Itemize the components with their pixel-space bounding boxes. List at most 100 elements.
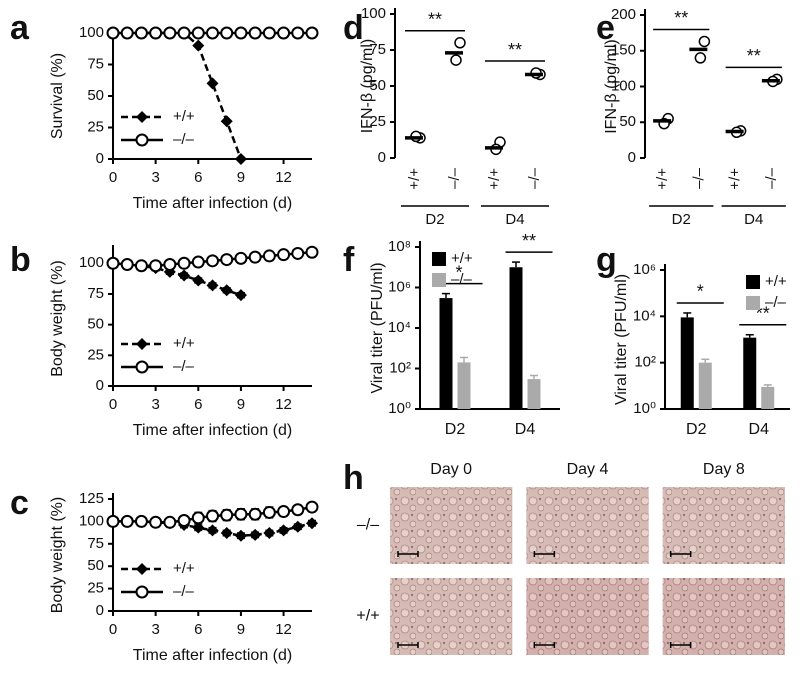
y-tick-label: 0 — [628, 149, 636, 166]
micrograph-tint — [662, 578, 785, 655]
y-axis-label: Body weight (%) — [49, 497, 66, 614]
marker — [106, 514, 120, 528]
y-tick-label: 10⁴ — [633, 307, 656, 324]
x-tick-label: 3 — [151, 169, 159, 186]
y-tick-label: 50 — [369, 77, 386, 94]
x-tick-label: D2 — [686, 421, 707, 438]
y-tick-label: 100 — [79, 254, 104, 271]
micrograph — [662, 487, 785, 564]
micrograph-tint — [390, 578, 513, 655]
legend-label: –/– — [173, 131, 195, 148]
marker — [220, 26, 234, 40]
x-tick-label: 9 — [237, 396, 245, 413]
bar — [698, 362, 712, 409]
panel-letter: g — [596, 241, 617, 279]
y-tick-label: 10⁶ — [633, 261, 656, 278]
legend-label: –/– — [765, 294, 787, 311]
marker — [106, 256, 120, 270]
marker — [305, 26, 319, 40]
marker — [136, 338, 148, 350]
marker — [178, 269, 191, 282]
y-tick-label: 150 — [611, 42, 636, 59]
marker — [136, 563, 148, 575]
marker — [192, 521, 205, 534]
group-label: D2 — [425, 211, 444, 228]
y-tick-label: 25 — [87, 580, 104, 597]
marker — [206, 279, 219, 292]
significance: * — [697, 282, 704, 302]
panel-letter: e — [596, 9, 615, 47]
legend-label: +/+ — [765, 273, 787, 290]
marker — [106, 26, 120, 40]
x-tick-label: 6 — [194, 169, 202, 186]
y-axis-label: Viral titer (PFU/ml) — [369, 262, 386, 393]
marker — [306, 517, 318, 530]
y-tick-label: 50 — [87, 316, 104, 333]
y-tick-label: 25 — [87, 346, 104, 363]
x-tick-label: D2 — [445, 421, 466, 438]
column-title: Day 0 — [430, 461, 472, 478]
point — [450, 54, 462, 66]
x-tick-label: –/– — [526, 167, 543, 189]
marker — [248, 26, 262, 40]
group-label: D2 — [672, 211, 691, 228]
point — [694, 52, 707, 64]
y-tick-label: 75 — [87, 535, 104, 552]
significance: ** — [674, 8, 688, 28]
marker — [120, 26, 134, 40]
x-axis-label: Time after infection (d) — [133, 195, 292, 212]
legend-swatch — [432, 252, 446, 266]
marker — [149, 515, 163, 529]
y-tick-label: 75 — [369, 41, 386, 58]
x-tick-label: 0 — [109, 396, 117, 413]
x-tick-label: +/+ — [406, 168, 423, 190]
marker — [134, 26, 148, 40]
marker — [192, 274, 205, 287]
marker — [134, 259, 148, 273]
y-tick-label: 10⁴ — [388, 319, 411, 336]
marker — [134, 514, 148, 528]
marker — [263, 527, 276, 540]
x-tick-label: 3 — [151, 621, 159, 638]
marker — [220, 527, 233, 540]
y-axis-label: IFN-β (pg/ml) — [603, 39, 620, 134]
marker — [192, 39, 205, 52]
bar — [527, 379, 541, 409]
y-axis-label: Body weight (%) — [49, 260, 66, 377]
y-tick-label: 0 — [96, 602, 104, 619]
micrograph-tint — [526, 487, 649, 564]
legend-label: –/– — [451, 271, 473, 288]
x-tick-label: 9 — [237, 169, 245, 186]
bar — [457, 362, 471, 409]
y-axis-label: Viral titer (PFU/ml) — [613, 274, 630, 405]
panel-letter: d — [343, 9, 364, 47]
significance: ** — [747, 46, 761, 66]
marker — [234, 529, 247, 542]
x-tick-label: 3 — [151, 396, 159, 413]
y-tick-label: 50 — [87, 557, 104, 574]
significance: ** — [508, 40, 522, 60]
x-tick-label: 9 — [237, 621, 245, 638]
legend-label: –/– — [173, 358, 195, 375]
marker — [206, 77, 219, 90]
marker — [291, 246, 305, 260]
marker — [206, 524, 219, 537]
marker — [120, 258, 134, 271]
group-label: D4 — [505, 211, 524, 228]
marker — [234, 289, 247, 302]
y-axis-label: IFN-β (pg/ml) — [359, 39, 376, 134]
group-label: D4 — [744, 211, 763, 228]
point — [454, 37, 466, 49]
y-tick-label: 50 — [619, 113, 636, 130]
marker — [149, 26, 163, 40]
marker — [220, 253, 234, 267]
marker — [220, 115, 233, 128]
significance: ** — [428, 10, 442, 30]
y-tick-label: 10⁶ — [388, 278, 411, 295]
marker — [262, 505, 276, 519]
marker — [248, 250, 262, 264]
marker — [305, 500, 319, 514]
x-tick-label: 6 — [194, 621, 202, 638]
y-tick-label: 0 — [96, 377, 104, 394]
